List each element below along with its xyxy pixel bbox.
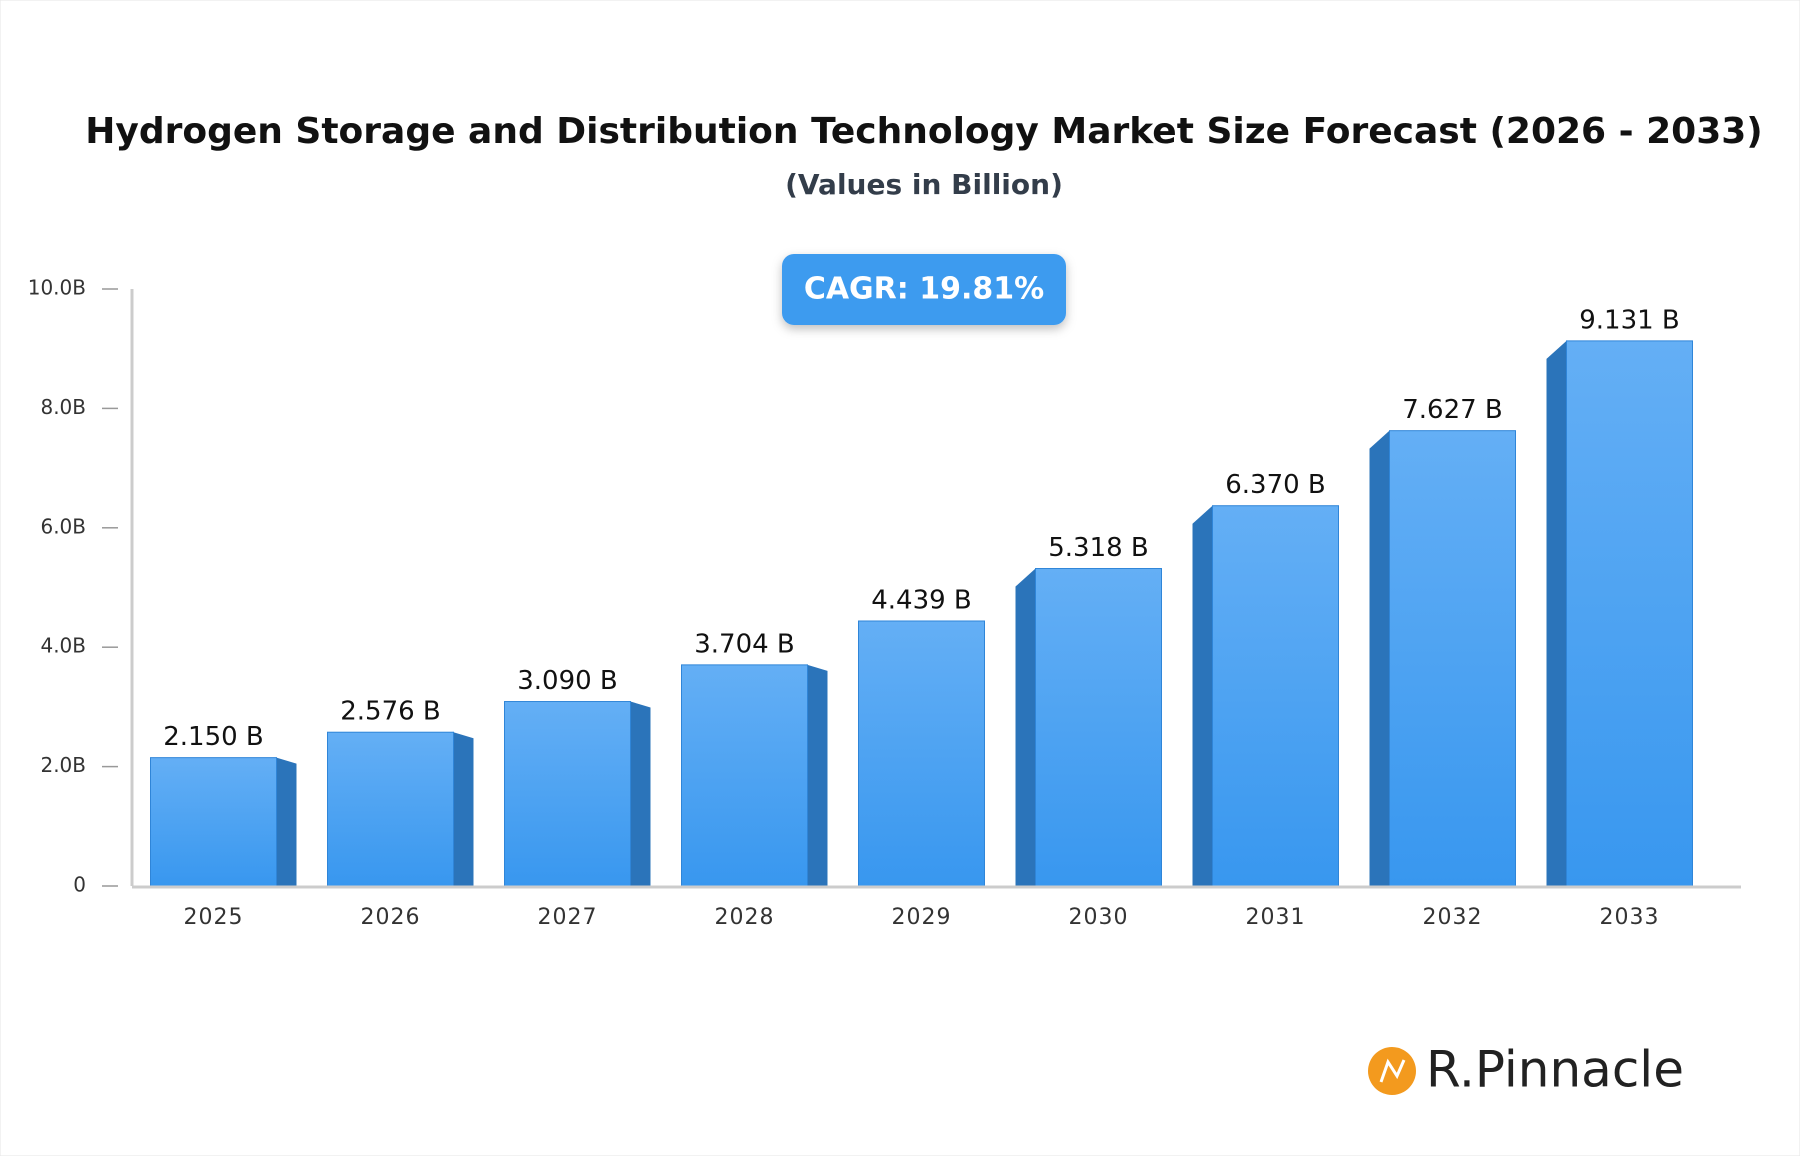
y-tick-label: 2.0B — [40, 753, 86, 777]
y-tick-label: 6.0B — [40, 514, 86, 538]
bar — [1212, 505, 1339, 887]
bar — [858, 620, 985, 887]
cagr-text: CAGR: 19.81% — [804, 272, 1044, 307]
bar-side — [1192, 505, 1213, 886]
chart-subtitle: (Values in Billion) — [785, 168, 1063, 201]
bar — [1389, 430, 1516, 887]
bar — [150, 757, 277, 887]
y-tick-label: 4.0B — [40, 634, 86, 658]
y-tick-label: 0 — [73, 873, 86, 897]
y-tick-label: 10.0B — [28, 276, 86, 300]
logo: R.Pinnacle — [1368, 1041, 1684, 1099]
x-tick-label: 2031 — [1246, 905, 1306, 930]
logo-text: R.Pinnacle — [1426, 1041, 1684, 1099]
value-label: 9.131 B — [1579, 305, 1680, 335]
x-tick-label: 2028 — [715, 905, 775, 930]
value-label: 2.150 B — [163, 722, 264, 752]
x-tick-label: 2025 — [184, 905, 244, 930]
bar — [681, 664, 808, 887]
x-tick-label: 2033 — [1600, 905, 1660, 930]
value-label: 3.704 B — [694, 629, 795, 659]
value-label: 7.627 B — [1402, 395, 1503, 425]
value-label: 6.370 B — [1225, 470, 1326, 500]
value-label: 3.090 B — [517, 666, 618, 696]
bar-side — [1546, 340, 1567, 887]
value-label: 5.318 B — [1048, 533, 1149, 563]
value-label: 4.439 B — [871, 585, 972, 615]
x-tick-label: 2029 — [892, 905, 952, 930]
x-tick-label: 2026 — [361, 905, 421, 930]
bar — [504, 701, 631, 887]
value-label: 2.576 B — [340, 697, 441, 727]
y-tick-label: 8.0B — [40, 395, 86, 419]
x-tick-label: 2030 — [1069, 905, 1129, 930]
chart-title: Hydrogen Storage and Distribution Techno… — [85, 111, 1763, 152]
x-tick-label: 2032 — [1423, 905, 1483, 930]
logo-glyph — [1379, 1058, 1406, 1083]
bar-side — [453, 732, 474, 886]
bar — [1035, 568, 1162, 887]
bar — [1566, 340, 1693, 887]
x-tick-label: 2027 — [538, 905, 598, 930]
bar-side — [276, 757, 297, 886]
bar-side — [807, 664, 828, 886]
cagr-badge — [782, 254, 1066, 325]
bar-side — [1015, 568, 1036, 886]
logo-icon — [1368, 1047, 1416, 1095]
bar-side — [1369, 430, 1390, 886]
bar — [327, 731, 454, 887]
bar-side — [630, 701, 651, 886]
